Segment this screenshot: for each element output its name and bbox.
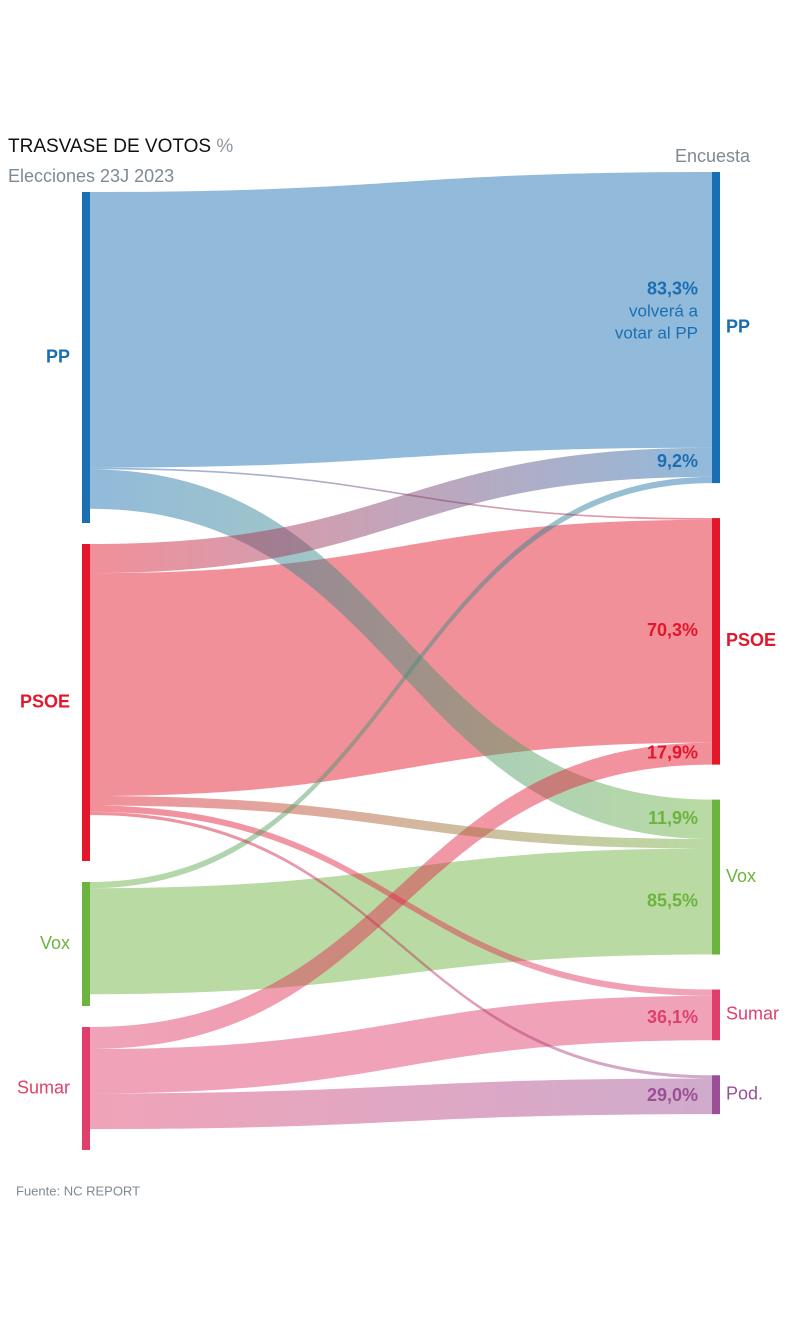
source-node <box>82 1027 90 1150</box>
target-node <box>712 799 720 955</box>
source-node <box>82 192 90 523</box>
source-note: Fuente: NC REPORT <box>16 1183 140 1198</box>
target-node <box>712 989 720 1041</box>
flow <box>90 848 712 995</box>
flow <box>90 476 712 889</box>
flow-label: 29,0% <box>647 1085 698 1105</box>
flow <box>90 447 712 574</box>
flow <box>90 469 712 839</box>
flow <box>90 172 712 468</box>
target-node <box>712 518 720 765</box>
target-node <box>712 1075 720 1115</box>
flow-note: volverá a <box>629 301 699 320</box>
flow-label: 36,1% <box>647 1007 698 1027</box>
target-label: Vox <box>726 866 756 886</box>
target-label: Pod. <box>726 1083 763 1103</box>
flow <box>90 467 712 520</box>
flow <box>90 742 712 1050</box>
flow-label: 11,9% <box>648 808 698 828</box>
flow <box>90 995 712 1094</box>
source-node <box>82 882 90 1006</box>
flow-label: 70,3% <box>647 620 698 640</box>
flow-label: 17,9% <box>647 742 698 762</box>
flow-label: 9,2% <box>657 451 698 471</box>
right-header: Encuesta <box>675 146 751 166</box>
title: TRASVASE DE VOTOS <box>8 136 211 157</box>
source-label: PP <box>46 346 70 366</box>
chart-title: TRASVASE DE VOTOS % <box>8 136 233 157</box>
flow <box>90 805 712 996</box>
flow-label: 85,5% <box>647 890 698 910</box>
flow-note: votar al PP <box>615 323 698 342</box>
source-label: Vox <box>40 933 70 953</box>
source-label: Sumar <box>17 1077 70 1097</box>
flow <box>90 811 712 1079</box>
target-node <box>712 172 720 484</box>
source-node <box>82 544 90 861</box>
source-label: PSOE <box>20 691 70 711</box>
target-label: PP <box>726 316 750 336</box>
target-label: PSOE <box>726 630 776 650</box>
flow-label: 83,3% <box>647 279 698 299</box>
target-label: Sumar <box>726 1004 779 1024</box>
flow <box>90 796 712 849</box>
title-unit: % <box>216 136 233 157</box>
flow <box>90 1078 712 1130</box>
left-header: Elecciones 23J 2023 <box>8 166 174 186</box>
